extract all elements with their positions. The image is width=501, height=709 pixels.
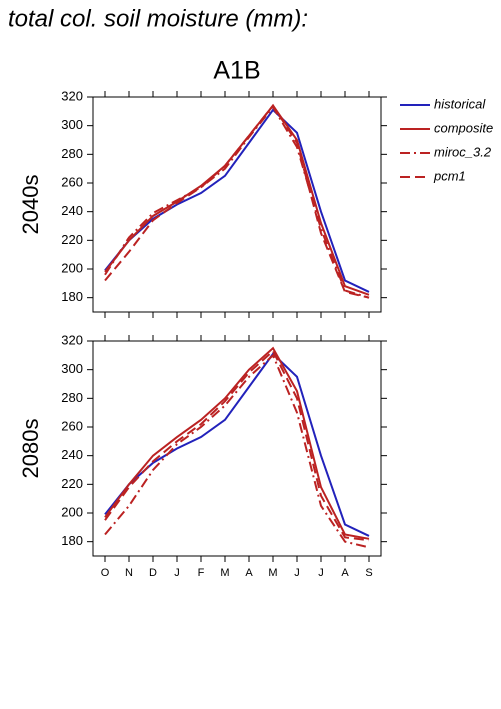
series-line [104, 103, 370, 296]
x-tick-label: N [125, 567, 133, 579]
y-tick-label: 300 [61, 117, 83, 132]
y-tick-label: 180 [61, 289, 83, 304]
legend-label: historical [434, 96, 486, 111]
y-tick-label: 280 [61, 390, 83, 405]
y-tick-label: 320 [61, 88, 83, 103]
x-tick-label: A [341, 567, 349, 579]
x-tick-label: M [268, 567, 277, 579]
y-tick-label: 280 [61, 146, 83, 161]
x-tick-label: F [198, 567, 205, 579]
legend-label: pcm1 [433, 168, 466, 183]
y-tick-label: 260 [61, 418, 83, 433]
legend-label: miroc_3.2 [434, 144, 492, 159]
y-tick-label: 320 [61, 332, 83, 347]
series-line [104, 105, 370, 299]
y-tick-label: 220 [61, 476, 83, 491]
x-tick-label: J [174, 567, 180, 579]
row-label: 2080s [18, 419, 43, 479]
plot-frame [92, 96, 382, 313]
series-line [104, 349, 370, 542]
x-tick-label: D [149, 567, 157, 579]
y-tick-label: 200 [61, 504, 83, 519]
y-tick-label: 200 [61, 260, 83, 275]
y-tick-label: 240 [61, 447, 83, 462]
y-tick-label: 260 [61, 174, 83, 189]
x-tick-label: J [318, 567, 324, 579]
series-line [104, 103, 370, 299]
plot-frame [92, 340, 382, 557]
y-tick-label: 180 [61, 533, 83, 548]
y-tick-label: 300 [61, 361, 83, 376]
page-title: total col. soil moisture (mm): [8, 5, 308, 32]
x-tick-label: M [220, 567, 229, 579]
y-tick-label: 220 [61, 232, 83, 247]
y-tick-label: 240 [61, 203, 83, 218]
panel-title: A1B [213, 57, 260, 85]
legend-label: composite [434, 120, 493, 135]
x-tick-label: J [294, 567, 300, 579]
x-tick-label: S [365, 567, 372, 579]
row-label: 2040s [18, 175, 43, 235]
series-line [104, 346, 370, 540]
x-tick-label: A [245, 567, 253, 579]
x-tick-label: O [101, 567, 110, 579]
series-line [104, 108, 370, 293]
